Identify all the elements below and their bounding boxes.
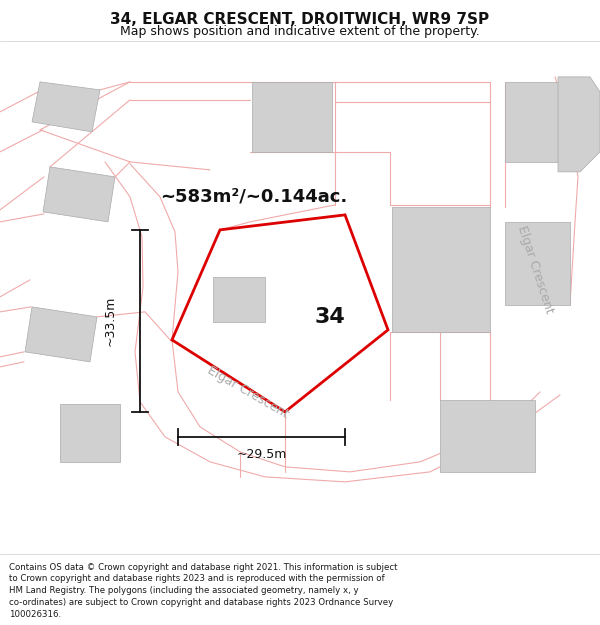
- Text: 34: 34: [314, 307, 346, 327]
- Text: HM Land Registry. The polygons (including the associated geometry, namely x, y: HM Land Registry. The polygons (includin…: [9, 586, 359, 595]
- Polygon shape: [558, 77, 600, 172]
- Text: Elgar Crescent: Elgar Crescent: [205, 363, 291, 421]
- Polygon shape: [252, 82, 332, 152]
- Text: Map shows position and indicative extent of the property.: Map shows position and indicative extent…: [120, 25, 480, 38]
- Text: ~583m²/~0.144ac.: ~583m²/~0.144ac.: [160, 188, 347, 206]
- Text: to Crown copyright and database rights 2023 and is reproduced with the permissio: to Crown copyright and database rights 2…: [9, 574, 385, 583]
- Polygon shape: [213, 277, 265, 322]
- Polygon shape: [392, 207, 490, 332]
- Polygon shape: [505, 82, 575, 162]
- Polygon shape: [505, 222, 570, 305]
- Polygon shape: [43, 167, 115, 222]
- Polygon shape: [440, 400, 535, 472]
- Polygon shape: [25, 307, 97, 362]
- Text: 34, ELGAR CRESCENT, DROITWICH, WR9 7SP: 34, ELGAR CRESCENT, DROITWICH, WR9 7SP: [110, 12, 490, 28]
- Polygon shape: [32, 82, 100, 132]
- Polygon shape: [60, 404, 120, 462]
- Text: ~29.5m: ~29.5m: [236, 448, 287, 461]
- Text: 100026316.: 100026316.: [9, 610, 61, 619]
- Text: Elgar Crescent: Elgar Crescent: [515, 224, 556, 316]
- Text: ~33.5m: ~33.5m: [104, 296, 116, 346]
- Text: co-ordinates) are subject to Crown copyright and database rights 2023 Ordnance S: co-ordinates) are subject to Crown copyr…: [9, 598, 393, 607]
- Text: Contains OS data © Crown copyright and database right 2021. This information is : Contains OS data © Crown copyright and d…: [9, 562, 398, 571]
